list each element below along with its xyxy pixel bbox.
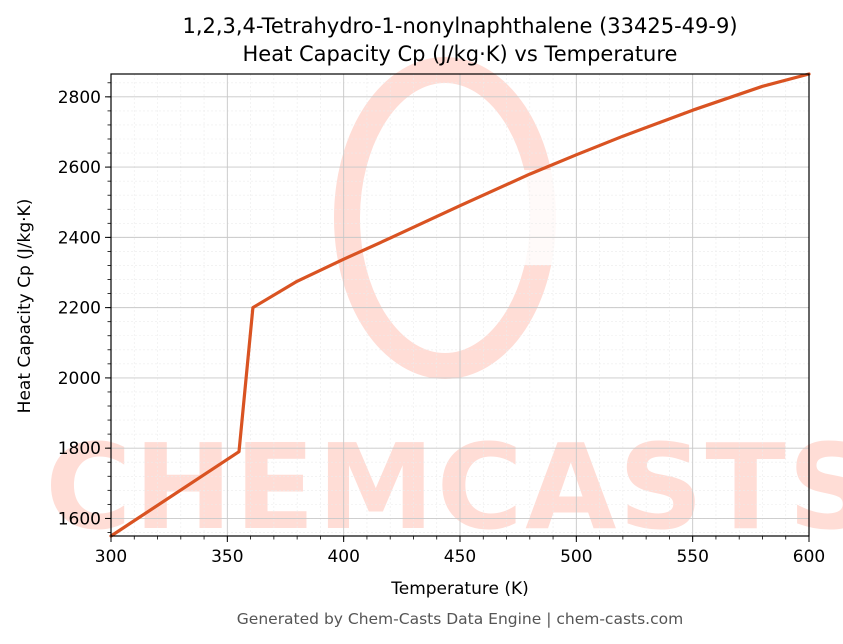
x-tick-label: 450 (444, 547, 476, 567)
y-tick-label: 1600 (58, 509, 101, 529)
y-tick-labels: 1600 1800 2000 2200 2400 2600 2800 (58, 88, 101, 530)
watermark-logo-icon (334, 57, 580, 379)
y-tick-label: 2600 (58, 158, 101, 178)
y-tick-label: 2400 (58, 228, 101, 248)
chart-title: 1,2,3,4-Tetrahydro-1-nonylnaphthalene (3… (182, 14, 737, 38)
footer-credit: Generated by Chem-Casts Data Engine | ch… (237, 610, 683, 628)
x-tick-label: 300 (95, 547, 127, 567)
x-axis-label: Temperature (K) (390, 579, 529, 599)
y-tick-label: 2000 (58, 369, 101, 389)
axis-ticks (105, 82, 810, 542)
watermark-text: CHEMCASTS (45, 418, 843, 556)
series-layer (109, 72, 811, 538)
x-tick-label: 600 (793, 547, 825, 567)
y-tick-label: 2200 (58, 299, 101, 319)
x-tick-label: 350 (211, 547, 243, 567)
x-tick-label: 400 (327, 547, 359, 567)
y-axis-label: Heat Capacity Cp (J/kg·K) (15, 199, 35, 414)
y-tick-label: 1800 (58, 439, 101, 459)
x-tick-labels: 300 350 400 450 500 550 600 (95, 547, 825, 567)
x-tick-label: 550 (676, 547, 708, 567)
series-line-0 (109, 72, 811, 538)
y-tick-label: 2800 (58, 88, 101, 108)
chart-subtitle: Heat Capacity Cp (J/kg·K) vs Temperature (243, 42, 678, 66)
x-tick-label: 500 (560, 547, 592, 567)
